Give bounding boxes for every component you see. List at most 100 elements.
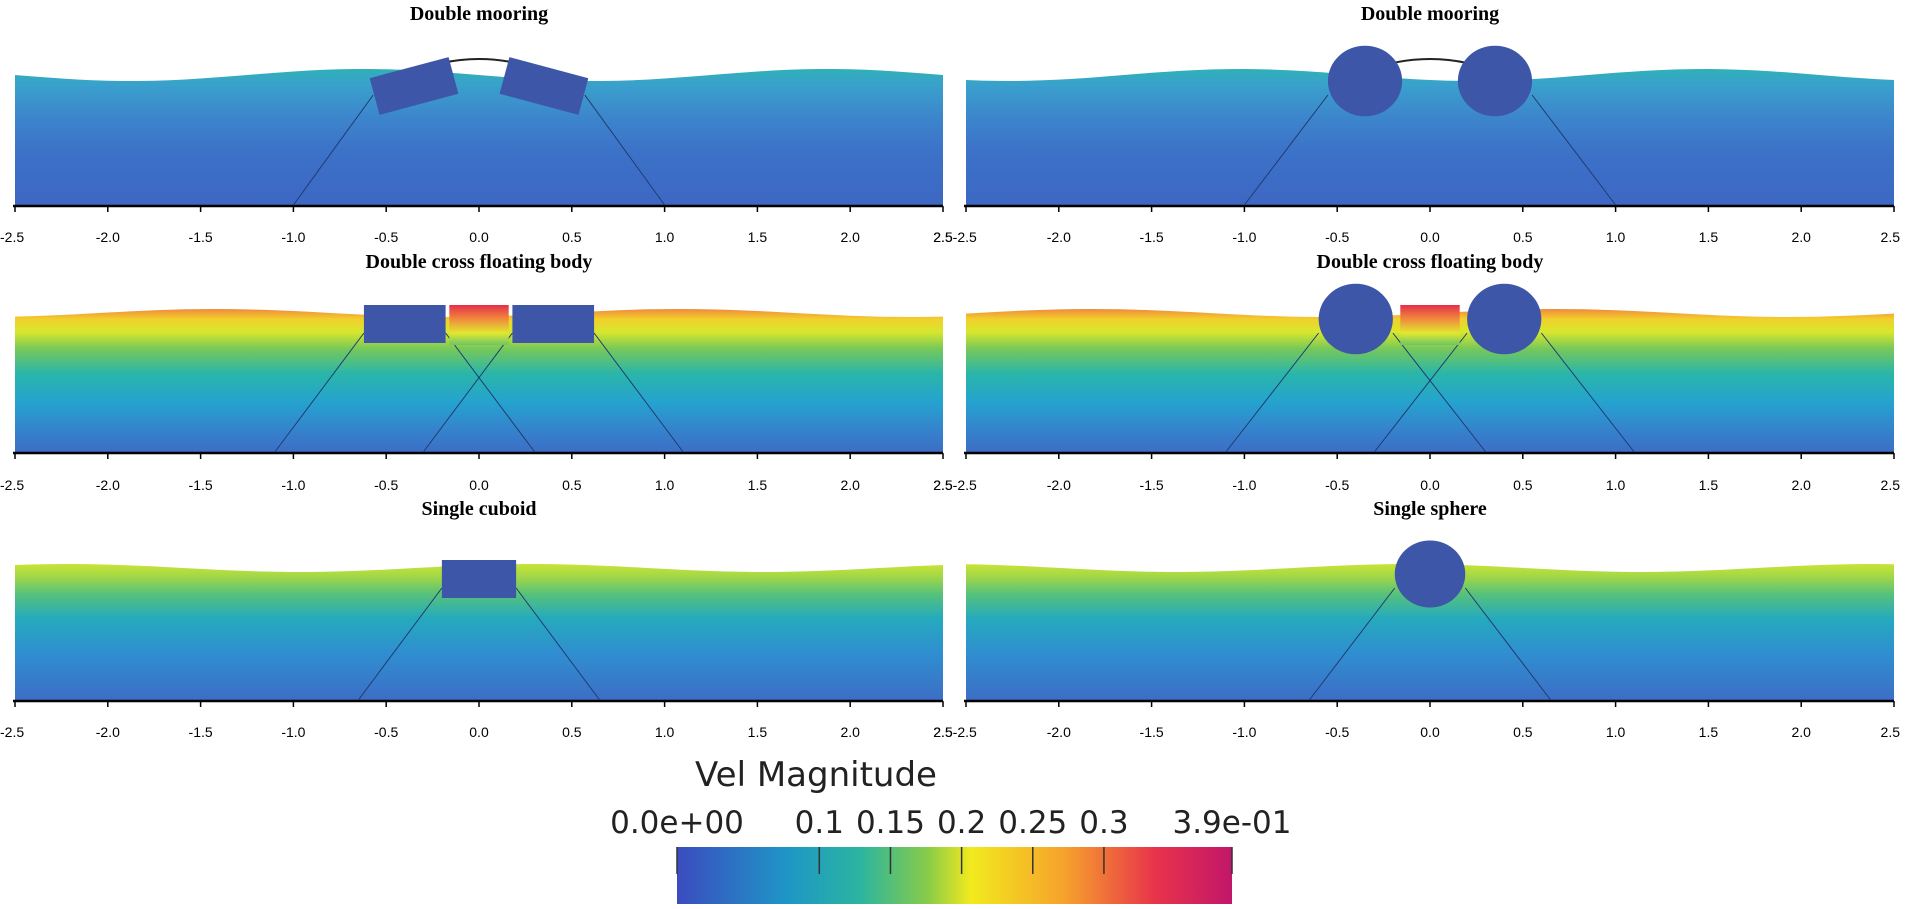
mooring-line [1464, 587, 1552, 701]
x-tick-label: 1.0 [655, 229, 675, 245]
panel: Single sphere 2.5-2.5 -2.0 -1.5 -1.0 -0.5 0.0 0… [933, 498, 1900, 740]
x-tick-label: -2.0 [96, 724, 120, 740]
x-tick-label: 2.0 [840, 229, 860, 245]
x-tick-label: -2.0 [1047, 477, 1071, 493]
x-tick-label: 2.5 [1881, 229, 1901, 245]
colorbar: Vel Magnitude 0.0e+00 0.1 0.15 0.2 0.25 0.3 3.… [610, 755, 1292, 904]
x-tick-label: -2.5 [0, 724, 24, 740]
x-tick-label: 2.5-2.5 [933, 229, 977, 245]
x-tick-label: 0.0 [469, 724, 489, 740]
floating-body-cuboid [363, 305, 446, 343]
x-tick-label: 1.5 [1699, 229, 1719, 245]
panel-title: Single sphere [1373, 498, 1487, 520]
colorbar-title: Vel Magnitude [695, 755, 937, 795]
mooring-line [593, 332, 684, 453]
floating-body-cuboid [512, 305, 595, 343]
panel: Single cuboid -2.5 -2.0 -1.5 -1.0 -0.5 0.0 0.5 1… [0, 498, 953, 740]
panel-title: Single cuboid [421, 498, 536, 520]
connecting-rope [1392, 58, 1468, 64]
panel-title: Double cross floating body [366, 251, 593, 273]
colorbar-tick-label: 0.25 [998, 805, 1067, 841]
x-tick-label: -2.5 [0, 229, 24, 245]
x-tick-label: 1.0 [655, 724, 675, 740]
colorbar-tick-label: 0.2 [937, 805, 986, 841]
x-tick-label: 1.5 [748, 477, 768, 493]
gap-flow [1400, 305, 1460, 345]
x-tick-label: -1.5 [189, 229, 213, 245]
x-tick-label: -0.5 [1325, 724, 1349, 740]
colorbar-gradient [677, 847, 1232, 904]
x-tick-label: 2.0 [1791, 724, 1811, 740]
x-tick-label: 2.5 [933, 724, 953, 740]
panel: Double cross floating body 2.5-2.5 -2.0 -1.… [933, 251, 1900, 493]
x-tick-label: 2.0 [1791, 229, 1811, 245]
panel-title: Double cross floating body [1317, 251, 1544, 273]
mooring-line [1225, 332, 1320, 453]
x-tick-label: 1.5 [748, 724, 768, 740]
x-tick-label: 2.5 [1881, 477, 1901, 493]
x-tick-label: 0.0 [1420, 229, 1440, 245]
panel-title: Double mooring [1361, 3, 1499, 25]
x-tick-label: -2.0 [1047, 229, 1071, 245]
x-tick-label: 1.0 [655, 477, 675, 493]
panel: Double mooring -2.5 -2.0 -1.5 -1.0 -0.5 0.0 0.5… [0, 3, 953, 245]
floating-body-cuboid [499, 57, 589, 115]
x-tick-label: 2.5-2.5 [933, 724, 977, 740]
x-tick-label: -1.0 [1232, 229, 1256, 245]
connecting-rope [441, 58, 517, 64]
x-tick-label: 0.0 [469, 229, 489, 245]
x-tick-label: 2.0 [1791, 477, 1811, 493]
x-tick-label: 0.5 [562, 724, 582, 740]
mooring-line [357, 587, 443, 701]
x-tick-label: -0.5 [374, 229, 398, 245]
x-tick-label: 1.5 [1699, 477, 1719, 493]
x-tick-label: -2.0 [96, 229, 120, 245]
x-tick-label: 2.5 [933, 477, 953, 493]
x-tick-label: -2.0 [96, 477, 120, 493]
velocity-field [15, 69, 943, 205]
x-tick-label: 1.5 [1699, 724, 1719, 740]
mooring-line [1308, 587, 1396, 701]
x-tick-label: 1.0 [1606, 229, 1626, 245]
x-tick-label: -1.0 [281, 477, 305, 493]
x-tick-label: -1.5 [189, 724, 213, 740]
x-tick-label: 0.0 [1420, 724, 1440, 740]
x-tick-label: 2.5 [1881, 724, 1901, 740]
velocity-field [966, 69, 1894, 205]
floating-body-sphere [1394, 540, 1466, 608]
mooring-line [292, 94, 374, 206]
velocity-field [15, 564, 943, 700]
velocity-field [15, 309, 943, 452]
floating-body-sphere [1327, 45, 1403, 117]
x-tick-label: -1.0 [281, 724, 305, 740]
colorbar-tick-label: 0.3 [1079, 805, 1128, 841]
x-tick-label: 0.5 [562, 229, 582, 245]
panels-layer: Double mooring -2.5 -2.0 -1.5 -1.0 -0.5 0.0 0.5… [0, 3, 1900, 740]
panel: Double cross floating body -2.5 -2.0 -1.5 -1… [0, 251, 953, 493]
x-tick-label: 1.0 [1606, 477, 1626, 493]
velocity-field [966, 564, 1894, 700]
colorbar-tick-label: 0.0e+00 [610, 805, 744, 841]
mooring-line [1373, 332, 1468, 453]
x-tick-label: -2.5 [0, 477, 24, 493]
x-tick-label: 0.5 [1513, 724, 1533, 740]
x-tick-label: -1.5 [1140, 724, 1164, 740]
mooring-line [584, 94, 666, 206]
mooring-line [1531, 94, 1616, 206]
floating-body-cuboid [369, 57, 459, 115]
x-tick-label: -1.5 [1140, 477, 1164, 493]
x-tick-label: -1.0 [1232, 477, 1256, 493]
mooring-line [1244, 94, 1329, 206]
colorbar-tick-label: 0.15 [856, 805, 925, 841]
floating-body-sphere [1318, 283, 1393, 355]
x-tick-label: -0.5 [374, 724, 398, 740]
mooring-line [1540, 332, 1635, 453]
panel-title: Double mooring [410, 3, 548, 25]
x-tick-label: -1.5 [189, 477, 213, 493]
x-tick-label: 0.5 [1513, 477, 1533, 493]
mooring-line [1392, 332, 1487, 453]
x-tick-label: 0.0 [1420, 477, 1440, 493]
x-tick-label: 2.0 [840, 724, 860, 740]
x-tick-label: -0.5 [374, 477, 398, 493]
